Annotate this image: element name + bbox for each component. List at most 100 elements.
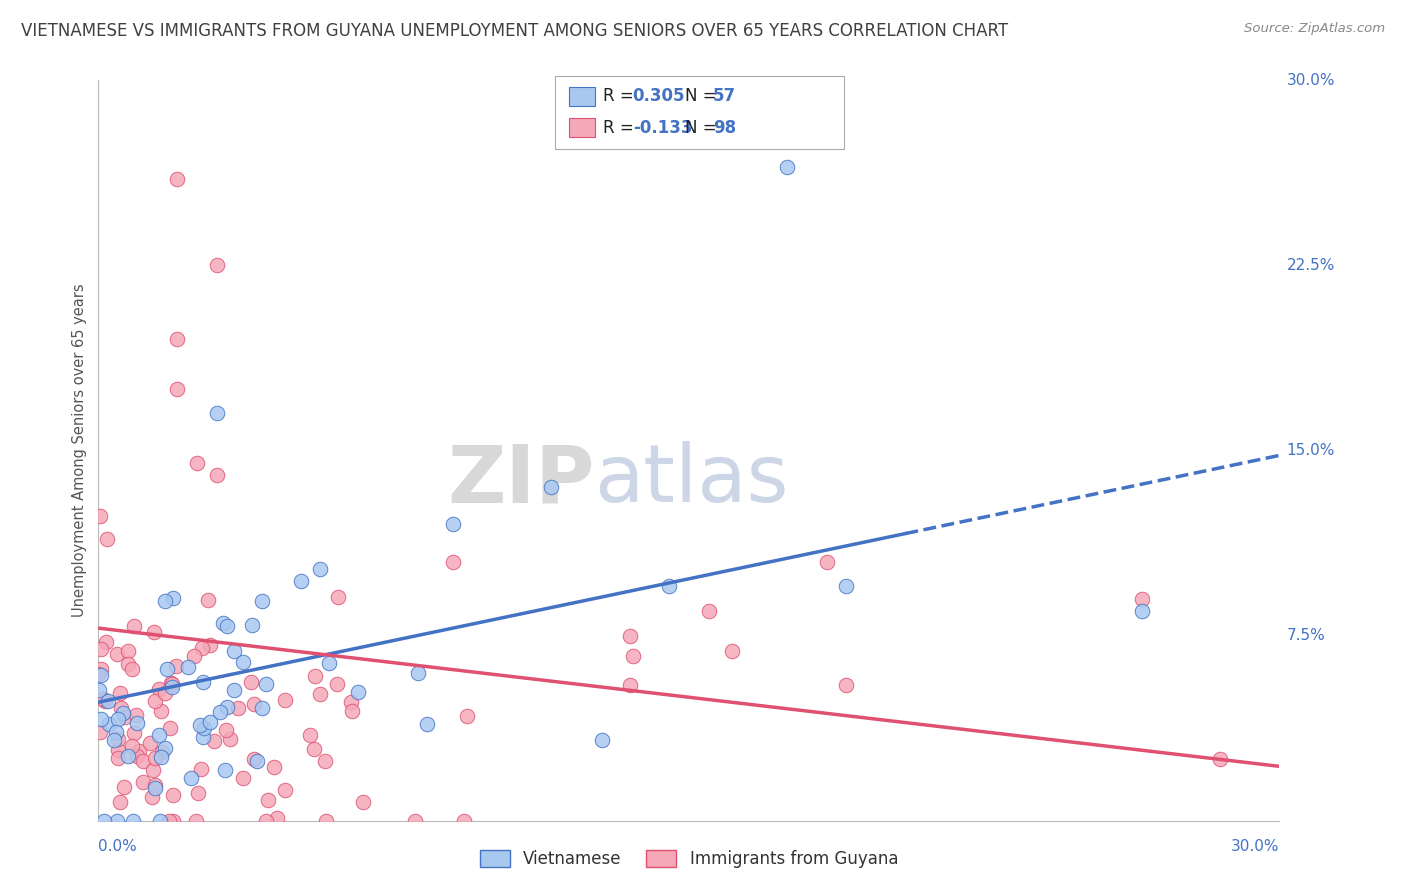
Point: [1130, 604, 1153, 618]
Point: [159, 675, 181, 690]
Point: [217, 619, 239, 633]
Point: [224, 644, 246, 658]
Point: [215, 700, 238, 714]
Point: [226, 701, 249, 715]
Point: [318, 657, 340, 671]
Point: [198, 715, 221, 730]
Point: [298, 728, 321, 742]
Point: [263, 760, 285, 774]
Point: [166, 172, 188, 186]
Point: [302, 742, 325, 756]
Point: [232, 771, 254, 785]
Point: [93, 814, 115, 828]
Point: [776, 160, 799, 174]
Point: [127, 749, 149, 764]
Point: [274, 693, 297, 707]
Point: [145, 781, 167, 796]
Point: [125, 708, 148, 723]
Point: [114, 710, 136, 724]
Point: [149, 704, 172, 718]
Point: [90, 641, 112, 656]
Point: [1209, 752, 1232, 766]
Point: [107, 751, 129, 765]
Point: [166, 382, 188, 396]
Point: [205, 258, 228, 272]
Text: -0.133: -0.133: [633, 119, 692, 136]
Point: [132, 754, 155, 768]
Point: [240, 674, 263, 689]
Point: [193, 721, 215, 735]
Point: [117, 657, 139, 671]
Point: [619, 678, 641, 692]
Point: [205, 407, 228, 421]
Point: [153, 741, 176, 756]
Point: [187, 786, 209, 800]
Point: [257, 793, 280, 807]
Point: [340, 704, 363, 718]
Point: [162, 591, 184, 605]
Point: [153, 594, 176, 608]
Point: [148, 729, 170, 743]
Point: [162, 814, 184, 828]
Point: [266, 811, 288, 825]
Point: [105, 814, 128, 828]
Point: [304, 669, 326, 683]
Point: [150, 745, 173, 759]
Point: [132, 774, 155, 789]
Point: [91, 692, 114, 706]
Point: [96, 532, 118, 546]
Point: [122, 814, 145, 828]
Point: [309, 562, 332, 576]
Point: [143, 694, 166, 708]
Point: [186, 456, 208, 470]
Point: [219, 731, 242, 746]
Point: [160, 677, 183, 691]
Point: [456, 709, 478, 723]
Point: [315, 814, 337, 828]
Point: [326, 591, 349, 605]
Point: [721, 644, 744, 658]
Point: [96, 635, 118, 649]
Point: [105, 725, 128, 739]
Point: [157, 814, 180, 828]
Point: [441, 517, 464, 532]
Point: [190, 763, 212, 777]
Point: [128, 744, 150, 758]
Point: [222, 682, 245, 697]
Point: [97, 694, 120, 708]
Text: 30.0%: 30.0%: [1232, 839, 1279, 855]
Point: [141, 789, 163, 804]
Point: [242, 617, 264, 632]
Point: [408, 666, 430, 681]
Point: [155, 686, 177, 700]
Point: [243, 752, 266, 766]
Text: 7.5%: 7.5%: [1286, 628, 1324, 643]
Point: [591, 733, 613, 747]
Point: [142, 625, 165, 640]
Point: [90, 712, 112, 726]
Point: [205, 468, 228, 483]
Point: [149, 814, 172, 828]
Point: [89, 509, 111, 524]
Point: [453, 814, 475, 828]
Point: [246, 754, 269, 768]
Point: [250, 701, 273, 715]
Point: [290, 574, 312, 589]
Point: [143, 778, 166, 792]
Point: [815, 555, 838, 569]
Point: [211, 615, 233, 630]
Point: [621, 649, 644, 664]
Point: [98, 717, 121, 731]
Point: [121, 663, 143, 677]
Text: VIETNAMESE VS IMMIGRANTS FROM GUYANA UNEMPLOYMENT AMONG SENIORS OVER 65 YEARS CO: VIETNAMESE VS IMMIGRANTS FROM GUYANA UNE…: [21, 22, 1008, 40]
Point: [352, 795, 374, 809]
Point: [127, 715, 149, 730]
Point: [340, 695, 363, 709]
Point: [441, 555, 464, 569]
Point: [215, 723, 238, 737]
Point: [540, 480, 562, 494]
Point: [184, 814, 207, 828]
Text: R =: R =: [603, 87, 640, 105]
Point: [149, 749, 172, 764]
Text: 0.0%: 0.0%: [98, 839, 138, 855]
